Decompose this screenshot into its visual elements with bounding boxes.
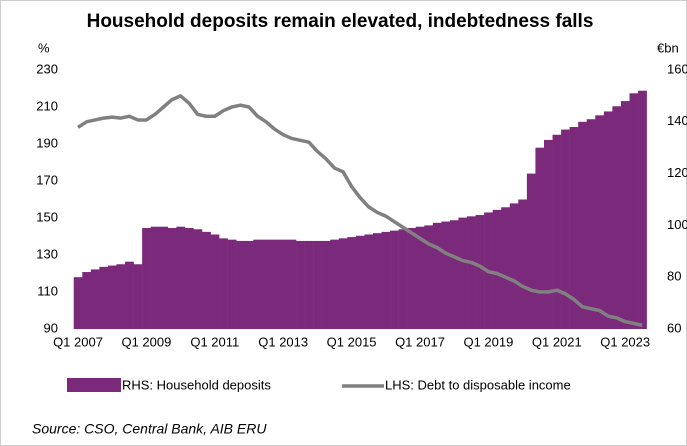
bar <box>543 139 553 329</box>
y-tick-label: 190 <box>36 135 58 150</box>
y-tick-label: 170 <box>36 172 58 187</box>
bar <box>407 227 417 329</box>
y-tick-label: 110 <box>37 283 58 298</box>
legend-label: RHS: Household deposits <box>122 377 271 392</box>
y-tick-label: 210 <box>36 98 58 113</box>
bar <box>313 240 322 329</box>
bar <box>304 240 314 329</box>
bar <box>398 229 408 329</box>
bar <box>492 209 502 329</box>
bar <box>620 101 630 329</box>
y2-tick-label: 140 <box>667 113 687 128</box>
y-tick-label: 130 <box>36 246 58 261</box>
bar <box>82 272 92 329</box>
bar <box>458 217 468 329</box>
x-tick-label: Q1 2019 <box>463 334 513 349</box>
source: Source: CSO, Central Bank, AIB ERU <box>32 421 267 437</box>
bar <box>390 230 399 329</box>
bar <box>184 227 194 329</box>
chart-title: Household deposits remain elevated, inde… <box>87 11 594 32</box>
legend-swatch <box>67 378 121 392</box>
bar <box>244 240 254 329</box>
bar <box>535 147 545 329</box>
bar <box>253 239 263 329</box>
bar <box>612 106 622 329</box>
bar <box>586 119 596 330</box>
bar <box>338 238 348 329</box>
bar <box>210 234 220 329</box>
x-tick-label: Q1 2013 <box>258 334 308 349</box>
bar <box>509 203 519 329</box>
x-tick-label: Q1 2007 <box>53 334 103 349</box>
bar <box>501 207 511 329</box>
y2-tick-label: 160 <box>667 61 687 76</box>
legend-label: LHS: Debt to disposable income <box>385 377 571 392</box>
bar <box>347 237 357 329</box>
y2-tick-label: 60 <box>667 320 681 335</box>
bar <box>475 215 485 329</box>
bar <box>552 134 562 329</box>
bar <box>467 216 476 329</box>
bar <box>150 226 160 329</box>
x-tick-label: Q1 2015 <box>327 334 377 349</box>
y2-tick-label: 120 <box>667 165 687 180</box>
bar <box>629 93 639 329</box>
bar <box>603 111 613 329</box>
bar <box>107 265 117 329</box>
bar <box>441 221 451 329</box>
bar <box>167 227 177 329</box>
bar <box>193 229 203 329</box>
y-tick-label: 150 <box>36 209 58 224</box>
bar <box>372 233 382 329</box>
bar <box>296 240 305 329</box>
y2-tick-label: 100 <box>667 217 687 232</box>
bar <box>526 173 536 329</box>
bar <box>321 240 331 329</box>
y-axis-label: % <box>38 40 50 55</box>
bar <box>287 239 297 329</box>
bar <box>99 266 109 329</box>
bar <box>133 264 143 329</box>
bar <box>116 264 126 329</box>
x-tick-label: Q1 2021 <box>532 334 582 349</box>
y-tick-label: 90 <box>44 320 58 335</box>
y2-tick-label: 80 <box>667 269 681 284</box>
bar <box>73 277 83 329</box>
x-tick-label: Q1 2009 <box>121 334 171 349</box>
x-tick-label: Q1 2017 <box>395 334 445 349</box>
bar <box>159 226 169 329</box>
bar <box>638 90 647 329</box>
bar <box>176 226 186 329</box>
bar <box>261 239 271 329</box>
bar <box>518 199 528 329</box>
x-tick-label: Q1 2011 <box>190 334 239 349</box>
line <box>77 94 643 328</box>
bar <box>125 261 134 329</box>
bar <box>381 231 391 329</box>
bar <box>364 234 374 329</box>
bar <box>561 129 570 329</box>
bar <box>578 121 588 329</box>
bar <box>432 222 442 329</box>
bar <box>219 238 228 329</box>
bar <box>90 269 100 329</box>
bar <box>330 239 340 329</box>
bar <box>201 231 211 329</box>
bar <box>595 115 605 329</box>
bar <box>449 220 459 329</box>
y-tick-label: 230 <box>36 61 58 76</box>
bar <box>278 239 288 329</box>
bar <box>270 239 280 329</box>
bar <box>227 239 237 329</box>
bar <box>424 225 434 329</box>
bar <box>569 126 579 329</box>
bar <box>415 226 425 329</box>
bar <box>236 240 246 329</box>
bar <box>355 235 365 329</box>
x-tick-label: Q1 2023 <box>600 334 650 349</box>
y2-axis-label: €bn <box>657 40 679 55</box>
bar <box>142 227 151 329</box>
